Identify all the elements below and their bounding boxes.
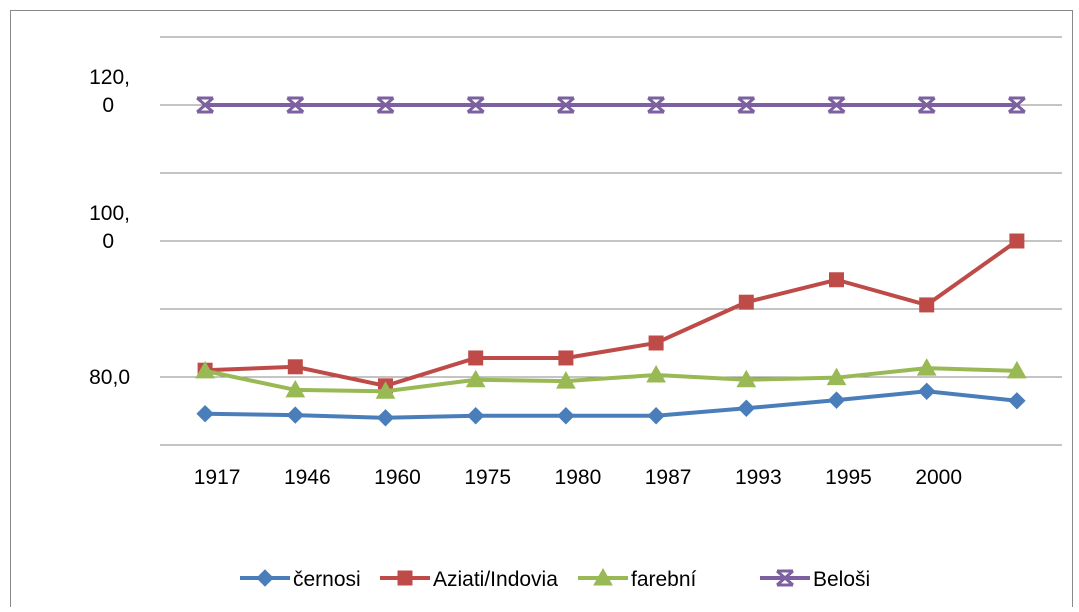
marker — [1009, 233, 1025, 249]
marker — [466, 96, 485, 114]
x-tick-label: 1993 — [735, 466, 782, 489]
marker — [738, 294, 754, 310]
x-tick-label: 1980 — [555, 466, 602, 489]
marker — [468, 350, 484, 366]
marker — [556, 96, 575, 114]
legend-label: Beloši — [813, 568, 870, 591]
y-tick-label-line: 120, — [89, 66, 130, 89]
marker — [917, 382, 936, 400]
y-tick-label-line: 0 — [102, 94, 114, 117]
marker — [1007, 96, 1026, 114]
chart-border — [10, 10, 1073, 611]
marker — [826, 367, 847, 386]
marker — [558, 350, 574, 366]
marker — [465, 369, 486, 388]
marker — [287, 359, 303, 375]
x-tick-label: 1946 — [284, 466, 331, 489]
marker — [737, 96, 756, 114]
legend-marker — [776, 569, 794, 587]
y-tick-label: 100, 0 — [89, 202, 130, 253]
series-line — [205, 389, 1018, 420]
marker — [916, 358, 937, 376]
marker — [827, 96, 846, 114]
legend-label: Aziati/Indovia — [433, 568, 558, 591]
y-tick-label: 120, 0 — [89, 66, 130, 117]
marker — [286, 406, 305, 424]
legend-bg — [200, 528, 960, 564]
x-tick-label: 1960 — [374, 466, 421, 489]
marker — [375, 381, 396, 399]
x-tick-label: 1917 — [194, 466, 241, 489]
y-tick-label-line: 100, — [89, 202, 130, 225]
marker — [557, 407, 575, 425]
marker — [646, 364, 666, 383]
series-line — [205, 239, 1019, 388]
y-tick-label: 80,0 — [89, 366, 130, 389]
marker — [1007, 360, 1027, 379]
legend-label: černosi — [293, 568, 361, 591]
marker — [1008, 392, 1026, 410]
marker — [195, 360, 215, 379]
marker — [829, 272, 844, 288]
marker — [285, 379, 306, 398]
legend-label: farební — [631, 568, 697, 591]
marker — [647, 96, 666, 114]
legend-marker — [256, 569, 274, 587]
x-tick-label: 1975 — [464, 466, 511, 489]
x-tick-label: 2000 — [915, 466, 962, 489]
marker — [917, 96, 936, 114]
marker — [737, 399, 756, 417]
marker — [647, 407, 665, 425]
x-tick-label: 1987 — [645, 466, 692, 489]
legend-marker — [593, 567, 613, 586]
marker — [286, 96, 305, 114]
y-tick-label-line: 0 — [102, 230, 114, 253]
marker — [919, 297, 935, 313]
marker — [196, 96, 215, 114]
marker — [556, 371, 576, 389]
marker — [376, 409, 395, 427]
series-line — [204, 366, 1017, 394]
marker — [648, 335, 664, 351]
marker — [736, 369, 757, 388]
x-tick-label: 1995 — [825, 466, 872, 489]
marker — [196, 405, 214, 423]
marker — [827, 391, 846, 409]
marker — [376, 96, 395, 114]
legend-marker — [397, 570, 413, 586]
marker — [466, 407, 485, 425]
